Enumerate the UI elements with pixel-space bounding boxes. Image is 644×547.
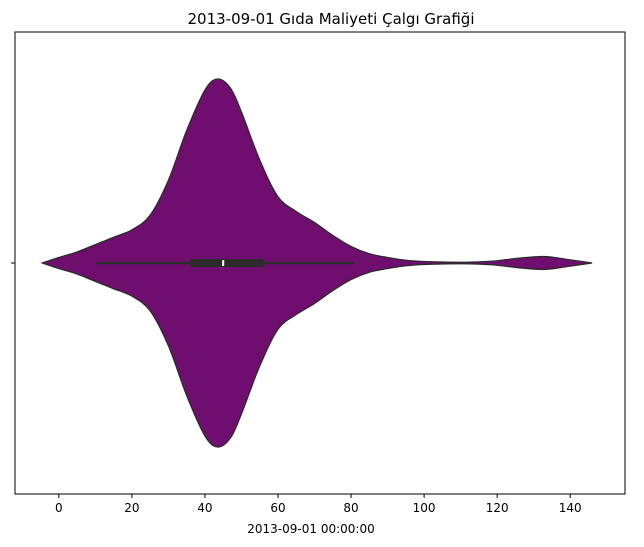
x-axis-label: 2013-09-01 00:00:00 — [247, 522, 374, 536]
x-tick-label: 40 — [197, 501, 212, 515]
x-tick-label: 80 — [343, 501, 358, 515]
x-tick-label: 0 — [55, 501, 63, 515]
interquartile-box — [190, 259, 264, 267]
x-tick-label: 140 — [559, 501, 582, 515]
x-tick-label: 20 — [124, 501, 139, 515]
chart-title: 2013-09-01 Gıda Maliyeti Çalgı Grafiği — [187, 10, 474, 28]
x-axis: 0 20 40 60 80 100 120 140 — [55, 494, 582, 515]
x-tick-label: 100 — [413, 501, 436, 515]
x-tick-label: 120 — [486, 501, 509, 515]
x-tick-label: 60 — [270, 501, 285, 515]
box-layer — [95, 259, 355, 267]
